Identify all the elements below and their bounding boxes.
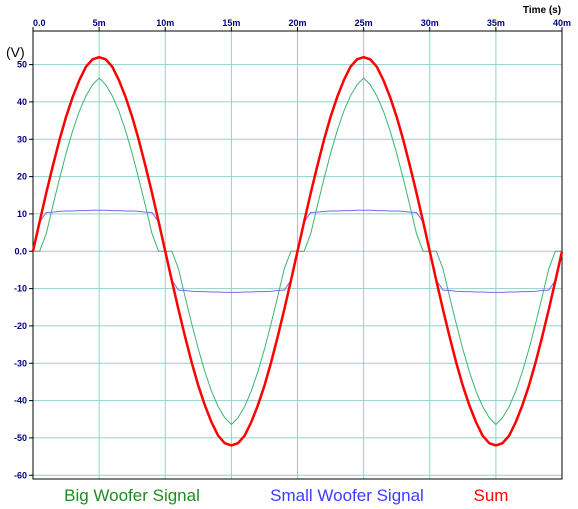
legend-item-sum: Sum xyxy=(474,486,509,505)
y-axis-ticks: 50 40 30 20 10 0.0 -10 -20 -30 -40 -50 -60 xyxy=(14,60,33,480)
y-tick-label: 40 xyxy=(17,97,27,107)
legend: Big Woofer Signal Small Woofer Signal Sum xyxy=(64,486,508,505)
y-tick-label: 50 xyxy=(17,60,27,70)
y-axis-label: (V) xyxy=(6,44,25,60)
y-tick-label: -30 xyxy=(14,358,27,368)
x-axis-label: Time (s) xyxy=(523,5,561,16)
series-lines xyxy=(31,55,564,447)
x-tick-label: 10m xyxy=(156,18,174,28)
legend-item-big-woofer-signal: Big Woofer Signal xyxy=(64,486,200,505)
x-tick-label: 40m xyxy=(553,18,571,28)
y-tick-label: 0.0 xyxy=(14,246,27,256)
x-axis-ticks: 0.0 5m 10m 15m 20m 25m 30m 35m 40m xyxy=(32,18,571,31)
x-tick-label: 15m xyxy=(222,18,240,28)
legend-item-small-woofer-signal: Small Woofer Signal xyxy=(270,486,424,505)
x-tick-label: 0.0 xyxy=(33,18,46,28)
x-tick-label: 25m xyxy=(355,18,373,28)
series-line-sum xyxy=(31,55,564,447)
x-tick-label: 30m xyxy=(421,18,439,28)
y-tick-label: -40 xyxy=(14,396,27,406)
y-tick-label: -50 xyxy=(14,433,27,443)
y-tick-label: -60 xyxy=(14,470,27,480)
y-tick-label: 20 xyxy=(17,172,27,182)
x-tick-label: 35m xyxy=(487,18,505,28)
x-tick-label: 20m xyxy=(288,18,306,28)
y-tick-label: -20 xyxy=(14,321,27,331)
x-tick-label: 5m xyxy=(93,18,106,28)
y-tick-label: 30 xyxy=(17,134,27,144)
y-tick-label: 10 xyxy=(17,209,27,219)
grid xyxy=(32,31,563,479)
y-tick-label: -10 xyxy=(14,284,27,294)
